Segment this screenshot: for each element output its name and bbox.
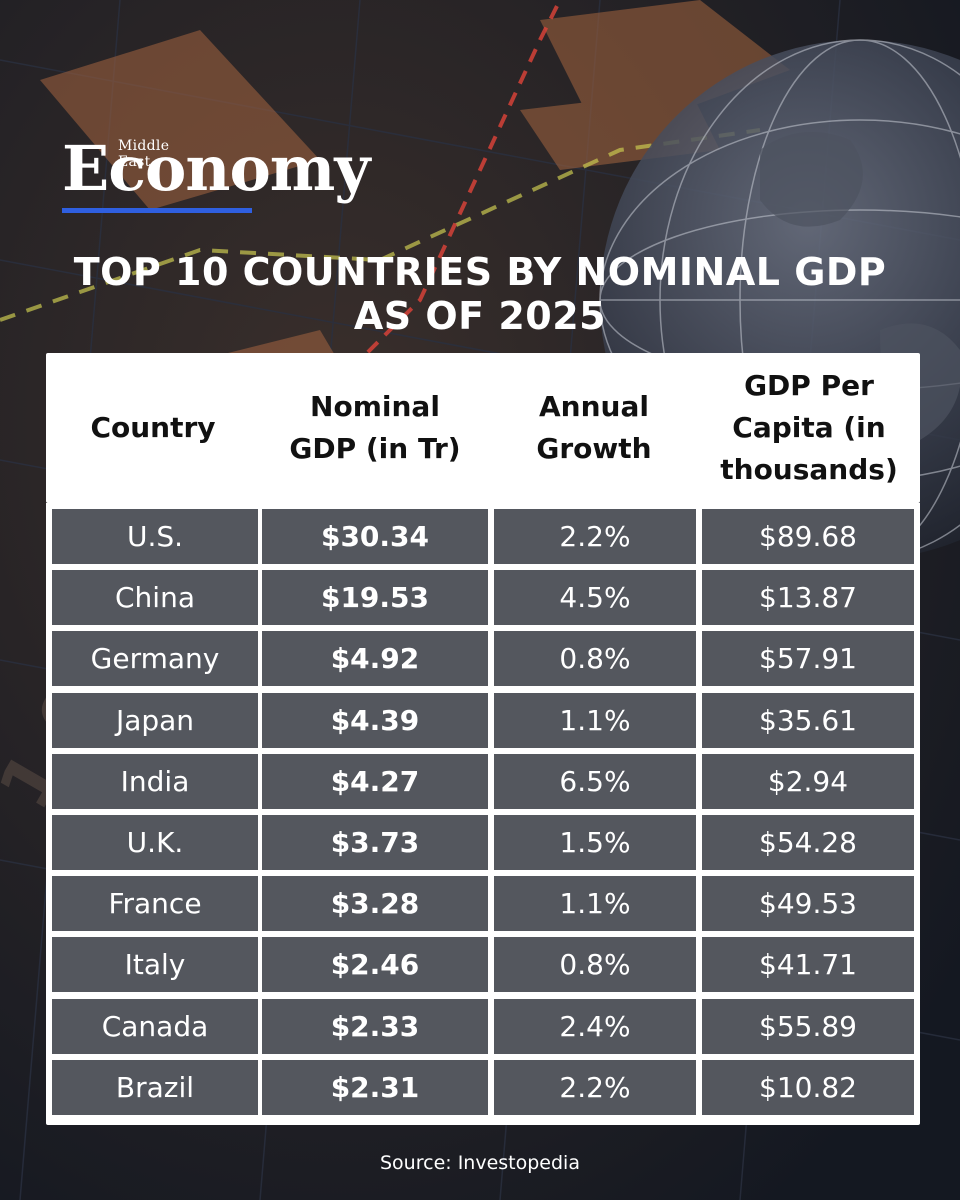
brand-tagline: Middle East	[118, 138, 170, 170]
cell-growth: 2.2%	[494, 1059, 696, 1115]
cell-gdp: $2.31	[262, 1059, 488, 1115]
cell-gdp: $3.28	[262, 876, 488, 932]
cell-gdp: $4.39	[262, 692, 488, 748]
header-per-capita: GDP Per Capita (in thousands)	[698, 353, 920, 503]
cell-per-capita: $35.61	[702, 692, 914, 748]
cell-per-capita: $89.68	[702, 509, 914, 564]
cell-country: Germany	[52, 631, 258, 687]
cell-gdp: $4.92	[262, 631, 488, 687]
cell-growth: 2.4%	[494, 998, 696, 1054]
table-row: Brazil $2.31 2.2% $10.82	[46, 1059, 920, 1115]
table-row: U.S. $30.34 2.2% $89.68	[46, 509, 920, 564]
table-row: Italy $2.46 0.8% $41.71	[46, 937, 920, 993]
table-row: Japan $4.39 1.1% $35.61	[46, 692, 920, 748]
cell-country: Italy	[52, 937, 258, 993]
cell-gdp: $30.34	[262, 509, 488, 564]
header-growth-label: Annual Growth	[536, 390, 652, 465]
header-country: Country	[46, 353, 260, 503]
cell-gdp: $19.53	[262, 570, 488, 626]
brand-underline	[62, 208, 252, 213]
cell-country: China	[52, 570, 258, 626]
page-title: TOP 10 COUNTRIES BY NOMINAL GDP AS OF 20…	[0, 250, 960, 338]
cell-country: India	[52, 753, 258, 809]
cell-country: U.K.	[52, 815, 258, 870]
cell-per-capita: $54.28	[702, 815, 914, 870]
table-header: Country Nominal GDP (in Tr) Annual Growt…	[46, 353, 920, 503]
cell-country: U.S.	[52, 509, 258, 564]
cell-per-capita: $2.94	[702, 753, 914, 809]
header-growth: Annual Growth	[490, 353, 698, 503]
cell-per-capita: $41.71	[702, 937, 914, 993]
cell-growth: 1.5%	[494, 815, 696, 870]
table-row: China $19.53 4.5% $13.87	[46, 570, 920, 626]
cell-growth: 4.5%	[494, 570, 696, 626]
cell-gdp: $3.73	[262, 815, 488, 870]
table-row: Canada $2.33 2.4% $55.89	[46, 998, 920, 1054]
cell-growth: 0.8%	[494, 937, 696, 993]
brand-name: Economy	[62, 132, 370, 205]
cell-country: Brazil	[52, 1059, 258, 1115]
cell-per-capita: $10.82	[702, 1059, 914, 1115]
cell-per-capita: $13.87	[702, 570, 914, 626]
header-gdp: Nominal GDP (in Tr)	[260, 353, 490, 503]
source-note: Source: Investopedia	[380, 1152, 580, 1174]
cell-per-capita: $55.89	[702, 998, 914, 1054]
header-gdp-label: Nominal GDP (in Tr)	[289, 390, 461, 465]
cell-country: Japan	[52, 692, 258, 748]
title-line-1: TOP 10 COUNTRIES BY NOMINAL GDP	[73, 250, 887, 294]
cell-per-capita: $49.53	[702, 876, 914, 932]
table-body: U.S. $30.34 2.2% $89.68 China $19.53 4.5% $13.8…	[46, 503, 920, 1125]
header-country-label: Country	[90, 411, 216, 444]
cell-country: France	[52, 876, 258, 932]
cell-growth: 1.1%	[494, 876, 696, 932]
cell-growth: 1.1%	[494, 692, 696, 748]
cell-gdp: $2.33	[262, 998, 488, 1054]
cell-gdp: $4.27	[262, 753, 488, 809]
cell-country: Canada	[52, 998, 258, 1054]
gdp-table: Country Nominal GDP (in Tr) Annual Growt…	[46, 353, 920, 1125]
table-row: India $4.27 6.5% $2.94	[46, 753, 920, 809]
cell-growth: 6.5%	[494, 753, 696, 809]
header-per-capita-label: GDP Per Capita (in thousands)	[720, 369, 898, 486]
cell-growth: 0.8%	[494, 631, 696, 687]
table-row: Germany $4.92 0.8% $57.91	[46, 631, 920, 687]
table-row: France $3.28 1.1% $49.53	[46, 876, 920, 932]
cell-per-capita: $57.91	[702, 631, 914, 687]
table-row: U.K. $3.73 1.5% $54.28	[46, 815, 920, 870]
cell-gdp: $2.46	[262, 937, 488, 993]
title-line-2: AS OF 2025	[353, 294, 607, 338]
cell-growth: 2.2%	[494, 509, 696, 564]
